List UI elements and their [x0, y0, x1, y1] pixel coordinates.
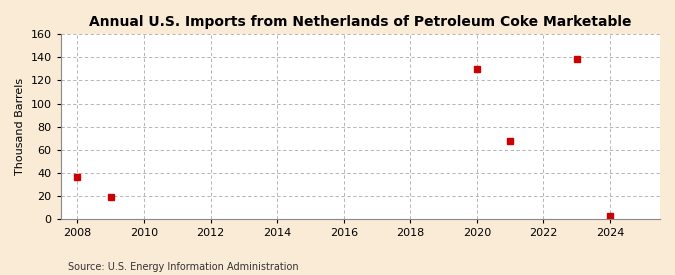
Text: Source: U.S. Energy Information Administration: Source: U.S. Energy Information Administ…: [68, 262, 298, 272]
Title: Annual U.S. Imports from Netherlands of Petroleum Coke Marketable: Annual U.S. Imports from Netherlands of …: [89, 15, 632, 29]
Y-axis label: Thousand Barrels: Thousand Barrels: [15, 78, 25, 175]
